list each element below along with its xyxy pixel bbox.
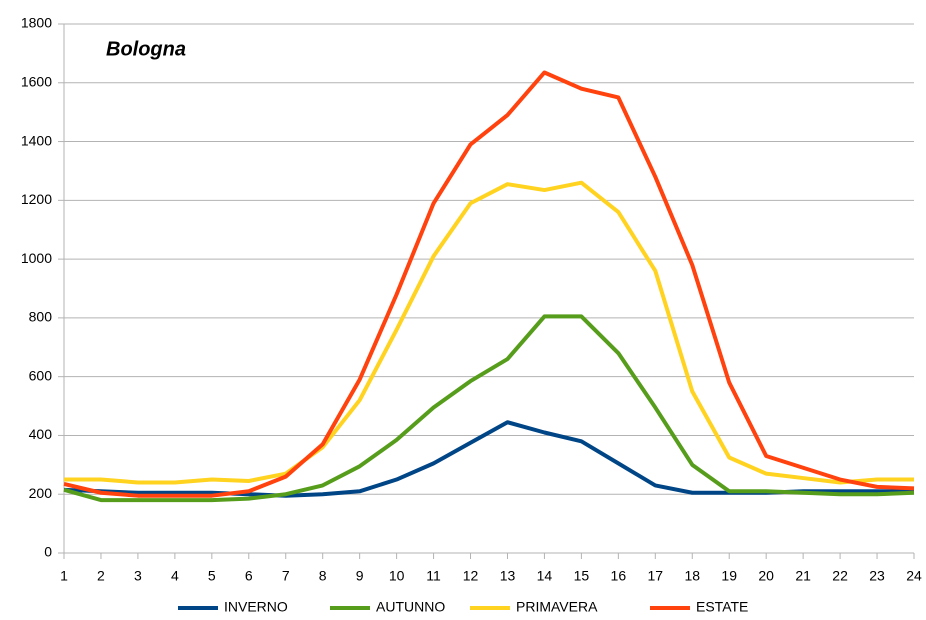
x-tick-label: 14 — [537, 568, 553, 584]
x-tick-label: 17 — [648, 568, 664, 584]
y-tick-label: 600 — [29, 367, 53, 383]
x-tick-label: 19 — [721, 568, 737, 584]
x-tick-label: 3 — [134, 568, 142, 584]
y-tick-label: 400 — [29, 426, 53, 442]
y-tick-label: 1800 — [21, 15, 52, 31]
y-tick-label: 0 — [44, 544, 52, 560]
x-tick-label: 15 — [574, 568, 590, 584]
x-tick-label: 13 — [500, 568, 516, 584]
y-tick-label: 1000 — [21, 250, 52, 266]
y-tick-label: 800 — [29, 309, 53, 325]
x-tick-label: 2 — [97, 568, 105, 584]
x-tick-label: 22 — [832, 568, 848, 584]
x-tick-label: 11 — [426, 568, 441, 584]
series-line — [63, 314, 915, 503]
x-tick-label: 20 — [758, 568, 774, 584]
x-tick-label: 24 — [906, 568, 922, 584]
x-tick-label: 1 — [60, 568, 68, 584]
legend-label: PRIMAVERA — [516, 599, 598, 615]
chart-title: Bologna — [106, 38, 186, 60]
x-tick-label: 7 — [282, 568, 290, 584]
x-tick-label: 9 — [356, 568, 364, 584]
y-tick-label: 1600 — [21, 73, 52, 89]
x-tick-label: 23 — [869, 568, 885, 584]
x-tick-label: 4 — [171, 568, 179, 584]
x-tick-label: 12 — [463, 568, 479, 584]
x-tick-label: 16 — [611, 568, 627, 584]
y-tick-label: 1200 — [21, 191, 52, 207]
x-tick-label: 18 — [684, 568, 700, 584]
legend-label: ESTATE — [696, 599, 748, 615]
y-tick-label: 200 — [29, 485, 53, 501]
series-line — [64, 180, 914, 485]
legend-label: INVERNO — [224, 599, 288, 615]
legend-label: AUTUNNO — [376, 599, 445, 615]
x-tick-label: 10 — [389, 568, 405, 584]
series-line — [63, 70, 915, 498]
x-tick-label: 5 — [208, 568, 216, 584]
x-tick-label: 8 — [319, 568, 327, 584]
series-line — [63, 420, 914, 498]
x-tick-label: 6 — [245, 568, 253, 584]
x-tick-label: 21 — [795, 568, 811, 584]
y-tick-label: 1400 — [21, 132, 52, 148]
